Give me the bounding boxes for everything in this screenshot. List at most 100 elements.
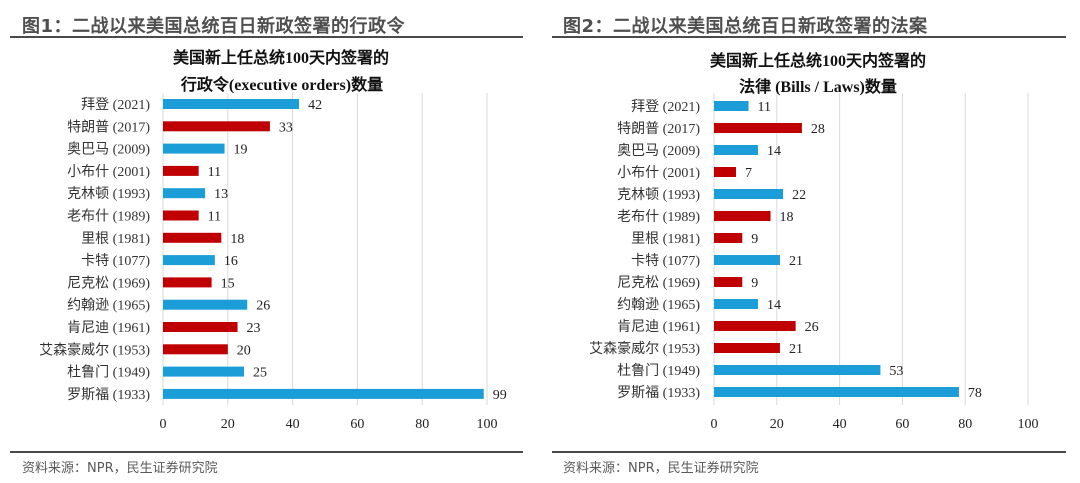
value-label: 13 (214, 187, 228, 202)
category-label: 拜登 (2021) (631, 99, 700, 115)
bar (714, 145, 758, 155)
value-label: 53 (889, 364, 903, 379)
figure-1-footer-rule (10, 451, 523, 453)
category-label: 奥巴马 (2009) (67, 141, 150, 158)
chart-1-title-line-2: 行政令(executive orders)数量 (180, 75, 383, 94)
x-tick-label: 100 (1018, 417, 1039, 432)
figure-2-footer-rule (552, 451, 1066, 453)
bar (163, 210, 199, 221)
figure-2-title: 图2：二战以来美国总统百日新政签署的法案 (563, 16, 928, 37)
bar-layer (163, 99, 484, 399)
bar (163, 277, 212, 288)
value-label: 28 (811, 122, 825, 137)
label-layer: 0 20 40 60 80 100 拜登 (2021) 42 特朗普 (2017) 33 奥巴马 (… (39, 97, 507, 432)
bar (163, 121, 270, 132)
value-label: 21 (789, 342, 803, 357)
value-label: 9 (751, 276, 758, 291)
bar (163, 165, 199, 176)
x-tick-label: 60 (350, 417, 364, 432)
x-tick-label: 80 (958, 417, 972, 432)
chart-2-title-line-2: 法律 (Bills / Laws)数量 (739, 77, 897, 96)
bar (163, 322, 238, 332)
value-label: 9 (751, 232, 758, 247)
category-label: 约翰逊 (1965) (67, 298, 150, 314)
bar (163, 255, 215, 266)
value-label: 25 (253, 366, 267, 381)
bar-layer (714, 101, 959, 397)
category-label: 艾森豪威尔 (1953) (589, 341, 700, 357)
category-label: 克林顿 (1993) (617, 187, 700, 203)
category-label: 小布什 (2001) (67, 164, 150, 180)
value-label: 14 (767, 144, 781, 159)
bar (714, 211, 771, 221)
x-tick-label: 40 (833, 417, 847, 432)
category-label: 罗斯福 (1933) (67, 387, 150, 403)
category-label: 卡特 (1077) (631, 253, 700, 269)
bar (714, 343, 780, 353)
bar (714, 123, 802, 133)
x-tick-label: 80 (415, 417, 429, 432)
value-label: 20 (237, 343, 251, 358)
category-label: 卡特 (1077) (81, 253, 150, 269)
chart-1-title-line-1: 美国新上任总统100天内签署的 (173, 48, 389, 67)
category-label: 约翰逊 (1965) (617, 297, 700, 313)
value-label: 15 (221, 276, 235, 291)
bar (714, 321, 796, 331)
bar (163, 366, 244, 377)
category-label: 杜鲁门 (1949) (617, 363, 700, 379)
executive-orders-chart: 0 20 40 60 80 100 拜登 (2021) 42 特朗普 (2017) 33 奥巴马 (… (39, 48, 507, 432)
x-tick-label: 100 (477, 417, 498, 432)
value-label: 21 (789, 254, 803, 269)
bar (163, 188, 206, 199)
bar (714, 387, 959, 397)
category-label: 小布什 (2001) (617, 165, 700, 181)
category-label: 尼克松 (1969) (617, 275, 700, 291)
label-layer: 0 20 40 60 80 100 拜登 (2021) 11 特朗普 (2017) 28 奥巴马 (… (589, 99, 1038, 432)
bar (714, 255, 780, 265)
x-tick-label: 60 (895, 417, 909, 432)
value-label: 11 (208, 210, 221, 225)
value-label: 26 (805, 320, 819, 335)
value-label: 78 (968, 386, 982, 401)
value-label: 7 (745, 166, 752, 181)
figure-1-source: 资料来源：NPR，民生证券研究院 (22, 461, 218, 476)
bar (714, 101, 749, 111)
value-label: 42 (308, 98, 322, 113)
figure-2-title-rule (552, 36, 1066, 38)
bar (714, 277, 743, 287)
value-label: 14 (767, 298, 781, 313)
figure-2-source: 资料来源：NPR，民生证券研究院 (563, 461, 759, 476)
value-label: 22 (792, 188, 806, 203)
category-label: 罗斯福 (1933) (617, 385, 700, 401)
figure-1-title-rule (10, 36, 523, 38)
figure-1-title: 图1：二战以来美国总统百日新政签署的行政令 (22, 16, 406, 37)
value-label: 19 (234, 143, 248, 158)
category-label: 老布什 (1989) (67, 209, 150, 225)
x-tick-label: 0 (160, 417, 167, 432)
category-label: 特朗普 (2017) (67, 119, 150, 135)
x-tick-label: 0 (711, 417, 718, 432)
bar (163, 388, 484, 399)
bills-laws-chart: 0 20 40 60 80 100 拜登 (2021) 11 特朗普 (2017) 28 奥巴马 (… (589, 51, 1038, 432)
category-label: 艾森豪威尔 (1953) (39, 342, 150, 358)
value-label: 16 (224, 254, 238, 269)
grid-layer (162, 93, 488, 405)
bar (163, 143, 225, 154)
x-tick-label: 20 (221, 417, 235, 432)
category-label: 尼克松 (1969) (67, 275, 150, 291)
category-label: 里根 (1981) (631, 231, 700, 247)
category-label: 杜鲁门 (1949) (67, 365, 150, 381)
bar (714, 167, 736, 177)
category-label: 拜登 (2021) (81, 97, 150, 113)
category-label: 特朗普 (2017) (617, 121, 700, 137)
category-label: 肯尼迪 (1961) (67, 320, 150, 336)
grid-layer (713, 93, 1029, 405)
category-label: 奥巴马 (2009) (617, 142, 700, 159)
bar (163, 99, 300, 109)
value-label: 18 (230, 232, 244, 247)
chart-2-title-line-1: 美国新上任总统100天内签署的 (710, 51, 926, 70)
value-label: 99 (493, 388, 507, 403)
bar (714, 233, 743, 243)
category-label: 克林顿 (1993) (67, 186, 150, 202)
category-label: 老布什 (1989) (617, 209, 700, 225)
